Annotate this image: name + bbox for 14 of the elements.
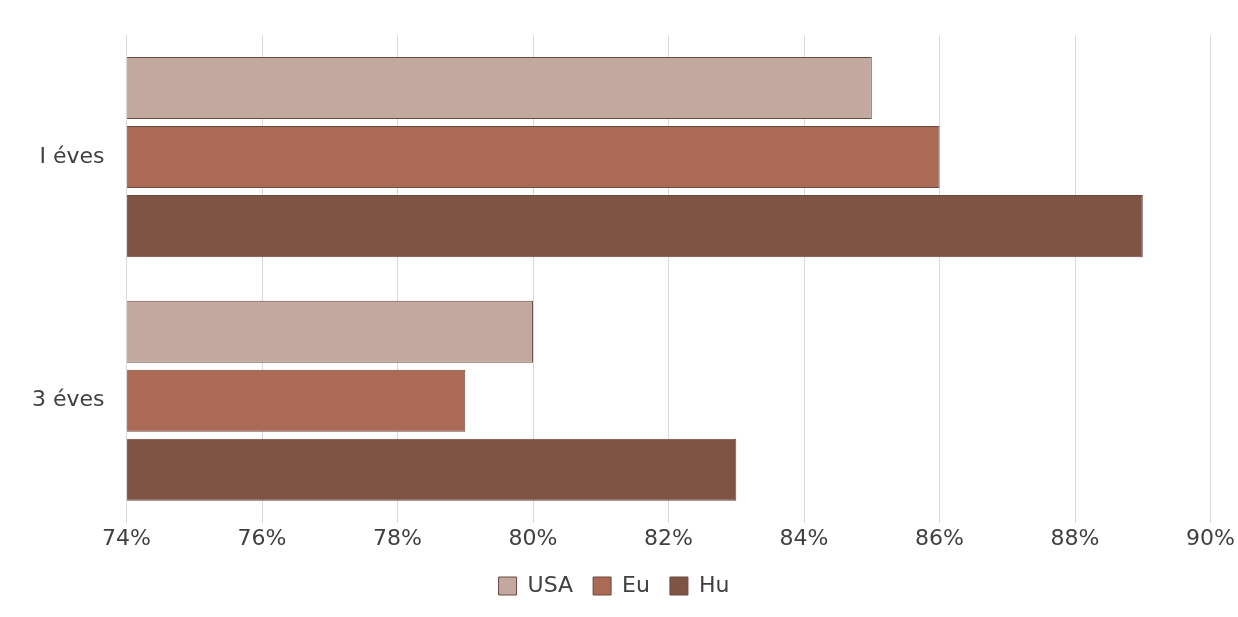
x-tick-label: 76% xyxy=(237,524,287,550)
x-tick-label: 80% xyxy=(508,524,558,550)
legend-label: USA xyxy=(527,571,574,597)
x-tick-label: 82% xyxy=(644,524,693,550)
x-tick-label: 78% xyxy=(373,524,422,550)
x-tick-label: 74% xyxy=(102,524,151,550)
y-tick-label: 3 éves xyxy=(32,386,105,412)
x-tick-label: 88% xyxy=(1050,524,1100,550)
x-tick-label: 86% xyxy=(915,524,964,550)
x-tick-label: 90% xyxy=(1186,524,1235,550)
y-tick-label: I éves xyxy=(39,142,105,168)
legend-label: Hu xyxy=(698,571,730,597)
x-tick-label: 84% xyxy=(779,524,829,550)
legend-label: Eu xyxy=(622,571,650,597)
